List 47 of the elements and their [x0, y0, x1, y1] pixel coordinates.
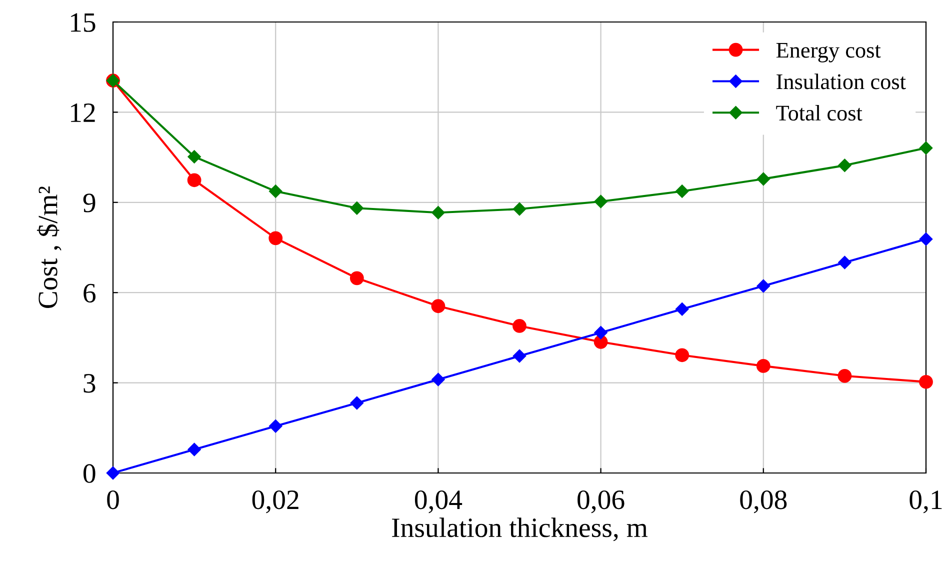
point: [512, 319, 526, 333]
x-tick-label: 0,1: [910, 490, 942, 514]
point: [756, 172, 770, 186]
point: [512, 202, 526, 216]
point: [594, 194, 608, 208]
point: [188, 442, 201, 456]
point: [594, 326, 608, 340]
legend-label: Insulation cost: [776, 74, 906, 90]
point: [188, 150, 201, 164]
point: [432, 206, 445, 220]
point: [512, 349, 526, 363]
x-tick-label: 0,06: [578, 490, 624, 514]
x-tick-label: 0,02: [252, 490, 298, 514]
point: [676, 184, 689, 198]
point: [268, 231, 283, 246]
point: [675, 348, 690, 362]
point: [269, 184, 282, 198]
point: [432, 372, 445, 386]
y-tick-label: 9: [83, 194, 96, 212]
point: [919, 374, 933, 389]
point: [350, 396, 364, 410]
y-tick-label: 15: [71, 13, 96, 32]
point: [431, 299, 446, 314]
point: [919, 141, 933, 155]
point: [676, 302, 689, 316]
x-tick-label: 0,04: [414, 490, 462, 514]
x-axis-title: Insulation thickness, m: [392, 518, 648, 542]
point: [756, 279, 770, 293]
point: [838, 256, 852, 270]
y-tick-label: 0: [84, 464, 96, 483]
y-axis-title: Cost , $/m²: [36, 186, 62, 308]
point: [756, 359, 770, 373]
point: [187, 173, 202, 188]
point: [919, 232, 933, 246]
point: [838, 368, 852, 383]
x-tick-label: 0,08: [740, 490, 787, 514]
point: [350, 202, 364, 215]
legend-label: Total cost: [776, 104, 862, 121]
point: [106, 466, 120, 480]
point: [838, 158, 852, 172]
y-tick-label: 3: [84, 374, 96, 393]
x-tick-label: 0: [107, 490, 119, 510]
y-tick-label: 6: [84, 284, 96, 303]
point: [269, 420, 282, 433]
legend-label: Energy cost: [776, 43, 881, 62]
point: [350, 271, 364, 286]
y-tick-label: 12: [71, 103, 95, 122]
